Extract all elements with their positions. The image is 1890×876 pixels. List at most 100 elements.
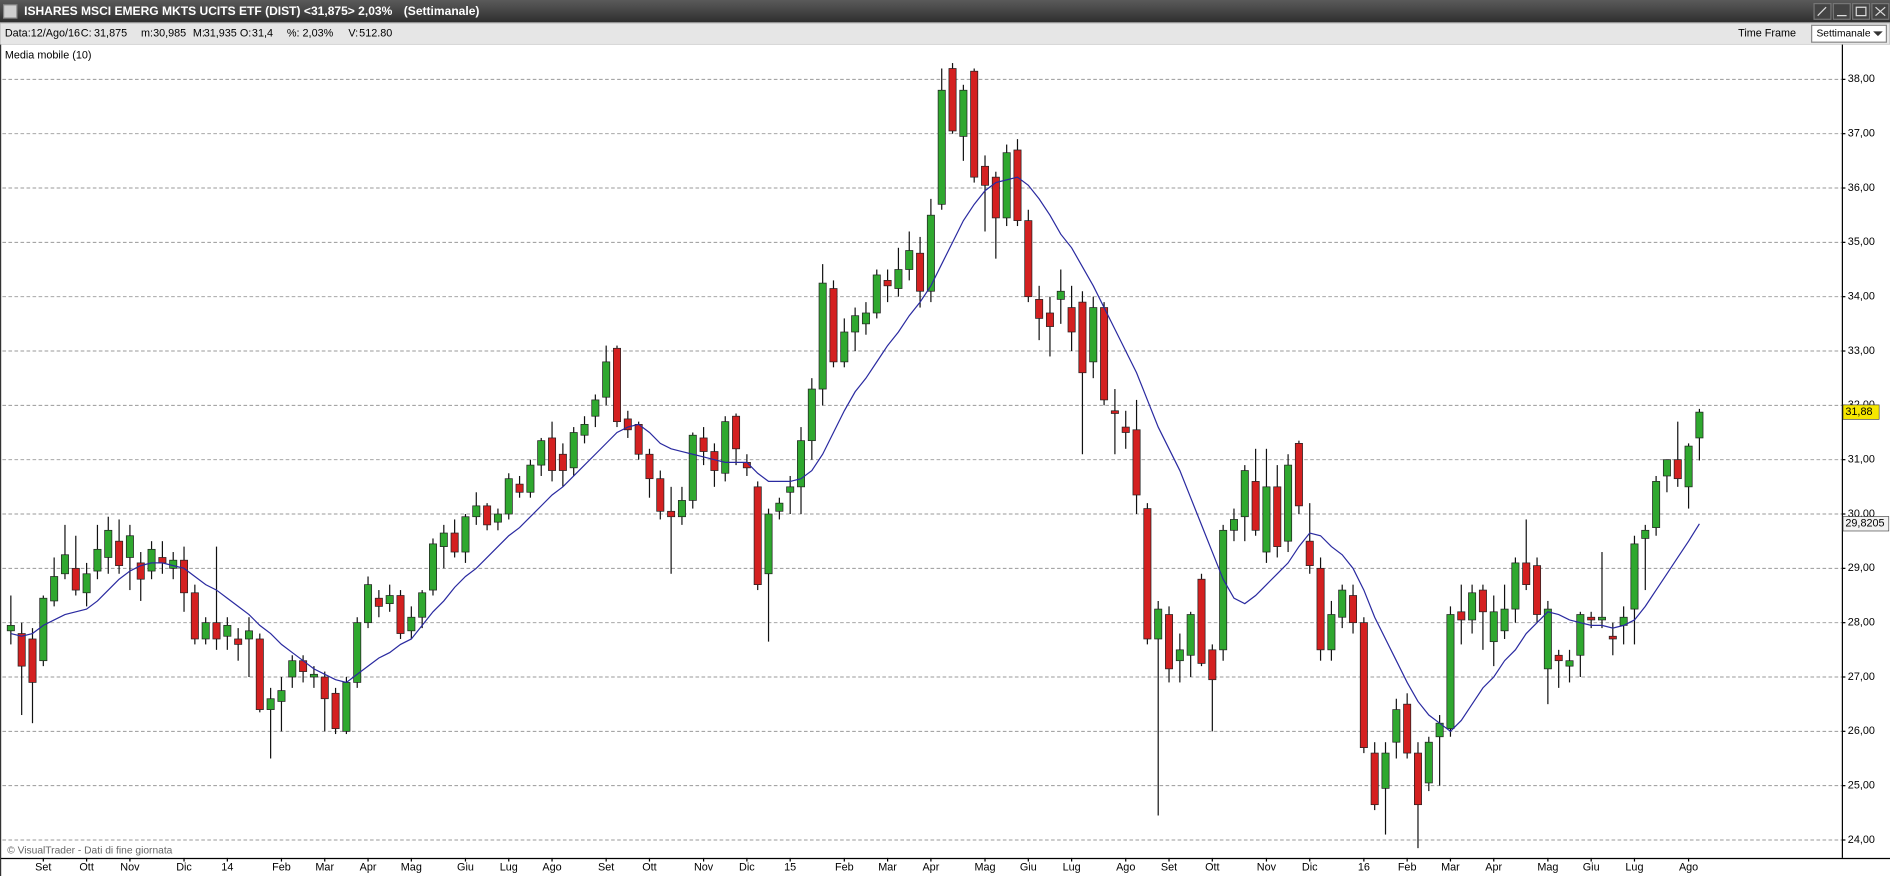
candle-body bbox=[1641, 529, 1650, 539]
candle-body bbox=[115, 540, 124, 566]
candle-body bbox=[926, 214, 935, 292]
x-tick-label: Ago bbox=[1679, 861, 1698, 873]
candle-body bbox=[677, 500, 686, 518]
candle-body bbox=[6, 625, 15, 632]
candle-body bbox=[732, 415, 741, 450]
x-tick-label: Nov bbox=[120, 861, 140, 873]
candle-body bbox=[537, 440, 546, 466]
y-tick-label: 25,00 bbox=[1848, 780, 1875, 792]
candle-body bbox=[1262, 486, 1271, 553]
candle-body bbox=[331, 692, 340, 729]
candle-body bbox=[472, 505, 481, 518]
candle-body bbox=[1197, 578, 1206, 664]
candle-body bbox=[320, 676, 329, 700]
candle-body bbox=[558, 453, 567, 471]
x-tick-label: Mar bbox=[1441, 861, 1460, 873]
candle-body bbox=[374, 597, 383, 607]
candle-body bbox=[158, 557, 167, 564]
candle-body bbox=[147, 548, 156, 572]
candle-body bbox=[721, 421, 730, 474]
candle-body bbox=[1587, 616, 1596, 621]
candle-body bbox=[818, 282, 827, 390]
x-tick-label: Apr bbox=[922, 861, 939, 873]
candle-body bbox=[872, 274, 881, 314]
x-tick-label: Lug bbox=[1625, 861, 1643, 873]
x-tick-label: Apr bbox=[1485, 861, 1502, 873]
candle-body bbox=[169, 559, 178, 569]
candle-body bbox=[1511, 562, 1520, 610]
info-item: %: bbox=[287, 28, 300, 40]
candle-body bbox=[515, 483, 524, 493]
candle-body bbox=[234, 638, 243, 645]
x-tick-label: Giu bbox=[1020, 861, 1037, 873]
x-tick-label: Nov bbox=[1257, 861, 1277, 873]
x-tick-label: Mag bbox=[974, 861, 995, 873]
time-frame-select[interactable] bbox=[1811, 24, 1887, 43]
title-bar bbox=[0, 0, 1890, 23]
candle-body bbox=[17, 633, 26, 667]
candle-body bbox=[60, 554, 69, 575]
candle-body bbox=[656, 478, 665, 512]
y-tick-label: 31,00 bbox=[1848, 454, 1875, 466]
x-tick-label: 14 bbox=[221, 861, 233, 873]
candle-body bbox=[1468, 592, 1477, 621]
x-tick-label: Feb bbox=[272, 861, 291, 873]
info-item: m: bbox=[141, 28, 153, 40]
candle-body bbox=[1457, 611, 1466, 621]
candle-body bbox=[1121, 426, 1130, 433]
candle-body bbox=[1024, 220, 1033, 298]
candle-body bbox=[136, 562, 145, 580]
x-tick-label: 15 bbox=[784, 861, 796, 873]
candle-body bbox=[1110, 410, 1119, 414]
x-tick-label: Mar bbox=[315, 861, 334, 873]
y-tick-label: 34,00 bbox=[1848, 291, 1875, 303]
candle-body bbox=[1543, 608, 1552, 670]
maximize-button[interactable] bbox=[1852, 3, 1871, 20]
candle-body bbox=[1089, 307, 1098, 363]
x-tick-label: Ago bbox=[542, 861, 561, 873]
candle-body bbox=[1359, 622, 1368, 748]
candle-body bbox=[883, 280, 892, 287]
candle-body bbox=[1067, 307, 1076, 333]
y-tick-label: 30,00 bbox=[1848, 508, 1875, 520]
candle-body bbox=[1478, 589, 1487, 613]
x-tick-label: Mag bbox=[401, 861, 422, 873]
minimize-button[interactable] bbox=[1832, 3, 1851, 20]
select-arrow bbox=[1873, 31, 1883, 37]
x-tick-label: Feb bbox=[835, 861, 854, 873]
indicator-label: Media mobile (10) bbox=[5, 49, 92, 61]
candle-body bbox=[645, 453, 654, 480]
candle-body bbox=[937, 89, 946, 205]
candle-body bbox=[580, 423, 589, 436]
candle-body bbox=[1684, 445, 1693, 488]
candle-body bbox=[840, 331, 849, 363]
y-tick-label: 29,00 bbox=[1848, 562, 1875, 574]
candle-body bbox=[526, 464, 535, 493]
x-tick-label: Lug bbox=[1063, 861, 1081, 873]
info-item: 31,935 bbox=[204, 28, 237, 40]
x-tick-label: 16 bbox=[1358, 861, 1370, 873]
candle-body bbox=[851, 315, 860, 333]
button-icons bbox=[1817, 6, 1886, 17]
candle-body bbox=[1370, 752, 1379, 806]
candle-body bbox=[1349, 595, 1358, 624]
y-tick-label: 28,00 bbox=[1848, 617, 1875, 629]
candle-body bbox=[364, 584, 373, 624]
candle-body bbox=[1608, 635, 1617, 640]
candle-body bbox=[28, 638, 37, 683]
candle-body bbox=[439, 532, 448, 547]
x-tick-label: Ott bbox=[642, 861, 656, 873]
candle-body bbox=[407, 616, 416, 632]
price-tag-label: 31,88 bbox=[1845, 406, 1872, 418]
candle-body bbox=[786, 486, 795, 493]
moving-average-line bbox=[10, 176, 1700, 733]
info-item: Data:12/Ago/16 bbox=[5, 28, 80, 40]
info-item: 2,03% bbox=[303, 28, 334, 40]
candle-body bbox=[288, 660, 297, 678]
period-title: (Settimanale) bbox=[404, 4, 480, 18]
info-item: 31,875 bbox=[94, 28, 127, 40]
x-tick-label: Dic bbox=[739, 861, 755, 873]
info-items: Data:12/Ago/16 C: 31,875 m: 30,985 M:31,935 O:… bbox=[5, 28, 393, 40]
